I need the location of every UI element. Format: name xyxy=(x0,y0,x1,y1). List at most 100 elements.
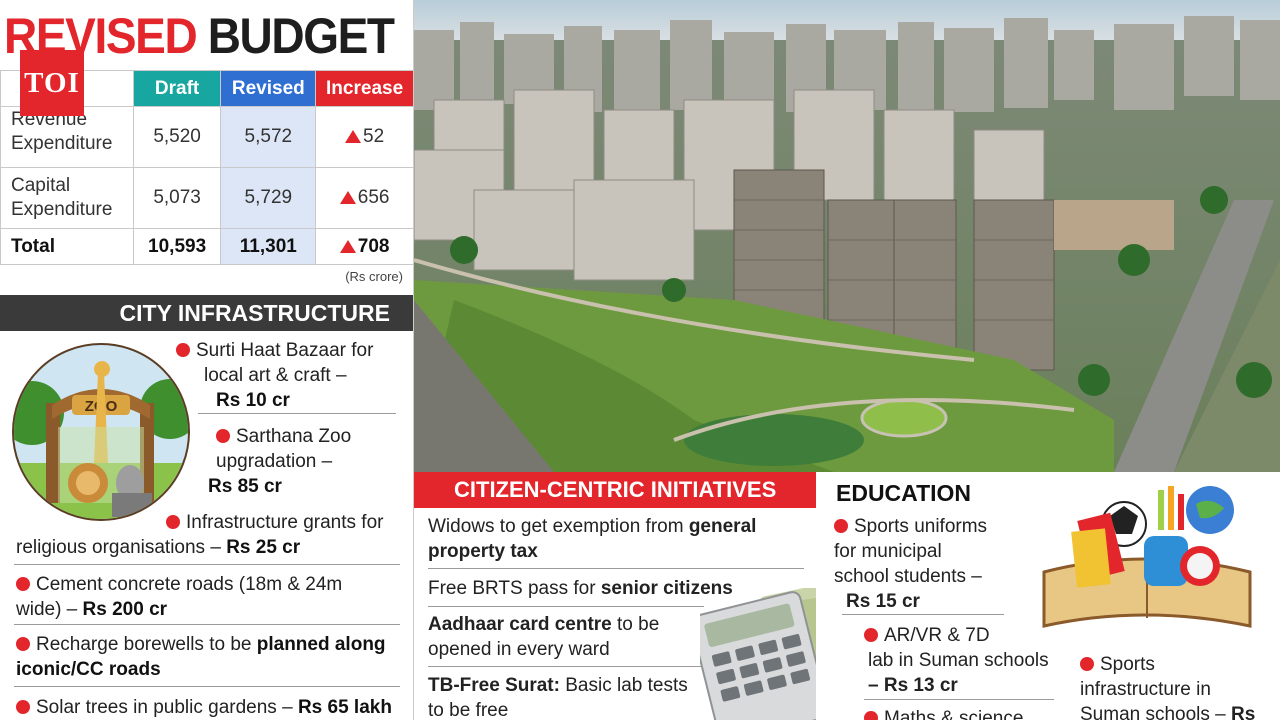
item-text: Basic lab tests xyxy=(565,675,688,696)
citizen-item-tb-free: TB-Free Surat: Basic lab tests to be fre… xyxy=(428,673,688,720)
education-panel: EDUCATION Sports uniforms for municipal … xyxy=(816,472,1280,720)
citizen-item-brts: Free BRTS pass for senior citizens xyxy=(428,576,733,601)
cell-increase: 656 xyxy=(315,167,413,229)
item-text: Solar trees in public gardens – xyxy=(36,697,293,718)
title-budget: BUDGET xyxy=(207,8,395,64)
bullet-icon xyxy=(16,700,30,714)
item-bold: senior citizens xyxy=(600,578,733,599)
cell-increase: 708 xyxy=(315,228,413,265)
divider xyxy=(864,699,1054,700)
city-infrastructure-heading: CITY INFRASTRUCTURE xyxy=(0,295,413,331)
cell-revised: 11,301 xyxy=(220,228,317,265)
row-label-line2: Expenditure xyxy=(11,199,113,220)
city-item-zoo: Sarthana Zoo upgradation – Rs 85 cr xyxy=(208,424,352,499)
toi-logo: TOI xyxy=(20,50,84,116)
increase-value: 656 xyxy=(357,187,390,208)
citizen-item-aadhaar: Aadhaar card centre to be opened in ever… xyxy=(428,612,659,662)
item-amount: – Rs 13 cr xyxy=(868,675,958,696)
table-unit: (Rs crore) xyxy=(345,269,403,284)
row-label: Capital Expenditure xyxy=(0,167,134,229)
row-label-line1: Capital xyxy=(11,175,71,196)
city-item-cc-roads: Cement concrete roads (18m & 24m wide) –… xyxy=(16,572,342,622)
zoo-illustration: ZOO xyxy=(12,343,190,521)
item-text: upgradation – xyxy=(216,451,333,472)
cell-increase: 52 xyxy=(315,106,413,168)
divider xyxy=(14,686,400,687)
bullet-icon xyxy=(16,637,30,651)
item-bold: planned along xyxy=(256,634,386,655)
divider xyxy=(198,413,396,414)
divider xyxy=(428,568,804,569)
increase-value: 52 xyxy=(363,126,385,147)
item-text: to be xyxy=(617,614,660,635)
city-item-religious-grants: Infrastructure grants for xyxy=(166,510,383,535)
row-label-line2: Expenditure xyxy=(11,133,113,154)
cell-draft: 10,593 xyxy=(132,228,222,265)
city-item-solar-trees: Solar trees in public gardens – Rs 65 la… xyxy=(16,695,392,720)
education-item-uniforms: Sports uniforms for municipal school stu… xyxy=(834,514,987,614)
increase-triangle-icon xyxy=(339,191,356,204)
item-text: Widows to get exemption from xyxy=(428,516,684,537)
item-text: lab in Suman schools xyxy=(868,650,1049,671)
item-text: Sports xyxy=(1100,654,1155,675)
bullet-icon xyxy=(864,711,878,720)
header-increase: Increase xyxy=(315,70,413,107)
item-amount: Rs xyxy=(1231,704,1256,720)
cell-revised: 5,729 xyxy=(220,167,317,229)
divider xyxy=(842,614,1004,615)
row-label: Total xyxy=(0,228,134,265)
item-text: to be free xyxy=(428,700,509,720)
item-amount: Rs 15 cr xyxy=(846,591,920,612)
item-text: local art & craft – xyxy=(204,365,347,386)
citizen-item-widows: Widows to get exemption from general pro… xyxy=(428,514,756,564)
item-bold: property tax xyxy=(428,541,538,562)
increase-triangle-icon xyxy=(339,239,356,253)
item-text: Infrastructure grants for xyxy=(186,512,384,533)
education-item-maths-science: Maths & science xyxy=(864,706,1023,720)
item-text: AR/VR & 7D xyxy=(884,625,990,646)
education-item-sports-infra: Sports infrastructure in Suman schools –… xyxy=(1080,652,1255,720)
table-row-total: Total 10,593 11,301 708 xyxy=(0,228,413,265)
item-text: infrastructure in xyxy=(1080,679,1211,700)
item-amount: Rs 65 lakh xyxy=(297,697,392,718)
item-text: Cement concrete roads (18m & 24m xyxy=(36,574,343,595)
cell-draft: 5,520 xyxy=(132,106,222,168)
citizen-centric-panel: CITIZEN-CENTRIC INITIATIVES Widows to ge… xyxy=(414,472,870,720)
table-row: Revenue Expenditure 5,520 5,572 52 xyxy=(0,106,413,168)
education-book-illustration xyxy=(1042,486,1252,628)
increase-value: 708 xyxy=(357,235,390,257)
divider xyxy=(428,606,704,607)
item-text: Recharge borewells to be xyxy=(36,634,252,655)
citizen-centric-heading: CITIZEN-CENTRIC INITIATIVES xyxy=(414,472,816,508)
item-text: opened in every ward xyxy=(428,639,610,660)
increase-triangle-icon xyxy=(345,130,362,143)
bullet-icon xyxy=(864,628,878,642)
item-text: Sports uniforms xyxy=(854,516,988,537)
header-draft: Draft xyxy=(132,70,222,107)
divider xyxy=(14,624,400,625)
city-item-haat-bazaar: Surti Haat Bazaar for local art & craft … xyxy=(176,338,373,413)
budget-column: REVISED BUDGET TOI Draft Revised Increas… xyxy=(0,0,414,720)
item-text: Sarthana Zoo xyxy=(236,426,352,447)
education-item-ar-vr-lab: AR/VR & 7D lab in Suman schools – Rs 13 … xyxy=(864,623,1049,698)
item-text: Maths & science xyxy=(884,708,1024,720)
cell-draft: 5,073 xyxy=(132,167,222,229)
item-text: religious organisations – xyxy=(16,537,221,558)
item-text: school students – xyxy=(834,566,982,587)
item-bold: TB-Free Surat: xyxy=(428,675,560,696)
item-text: Surti Haat Bazaar for xyxy=(196,340,374,361)
bullet-icon xyxy=(16,577,30,591)
bullet-icon xyxy=(216,429,230,443)
item-text: for municipal xyxy=(834,541,942,562)
divider xyxy=(14,564,400,565)
item-amount: Rs 85 cr xyxy=(208,476,282,497)
education-heading: EDUCATION xyxy=(836,480,972,506)
header-revised: Revised xyxy=(220,70,317,107)
divider xyxy=(428,666,704,667)
item-amount: Rs 25 cr xyxy=(226,537,301,558)
bullet-icon xyxy=(166,515,180,529)
bullet-icon xyxy=(1080,657,1094,671)
item-bold: iconic/CC roads xyxy=(16,659,161,680)
item-bold: general xyxy=(688,516,757,537)
item-text: wide) – xyxy=(16,599,78,620)
